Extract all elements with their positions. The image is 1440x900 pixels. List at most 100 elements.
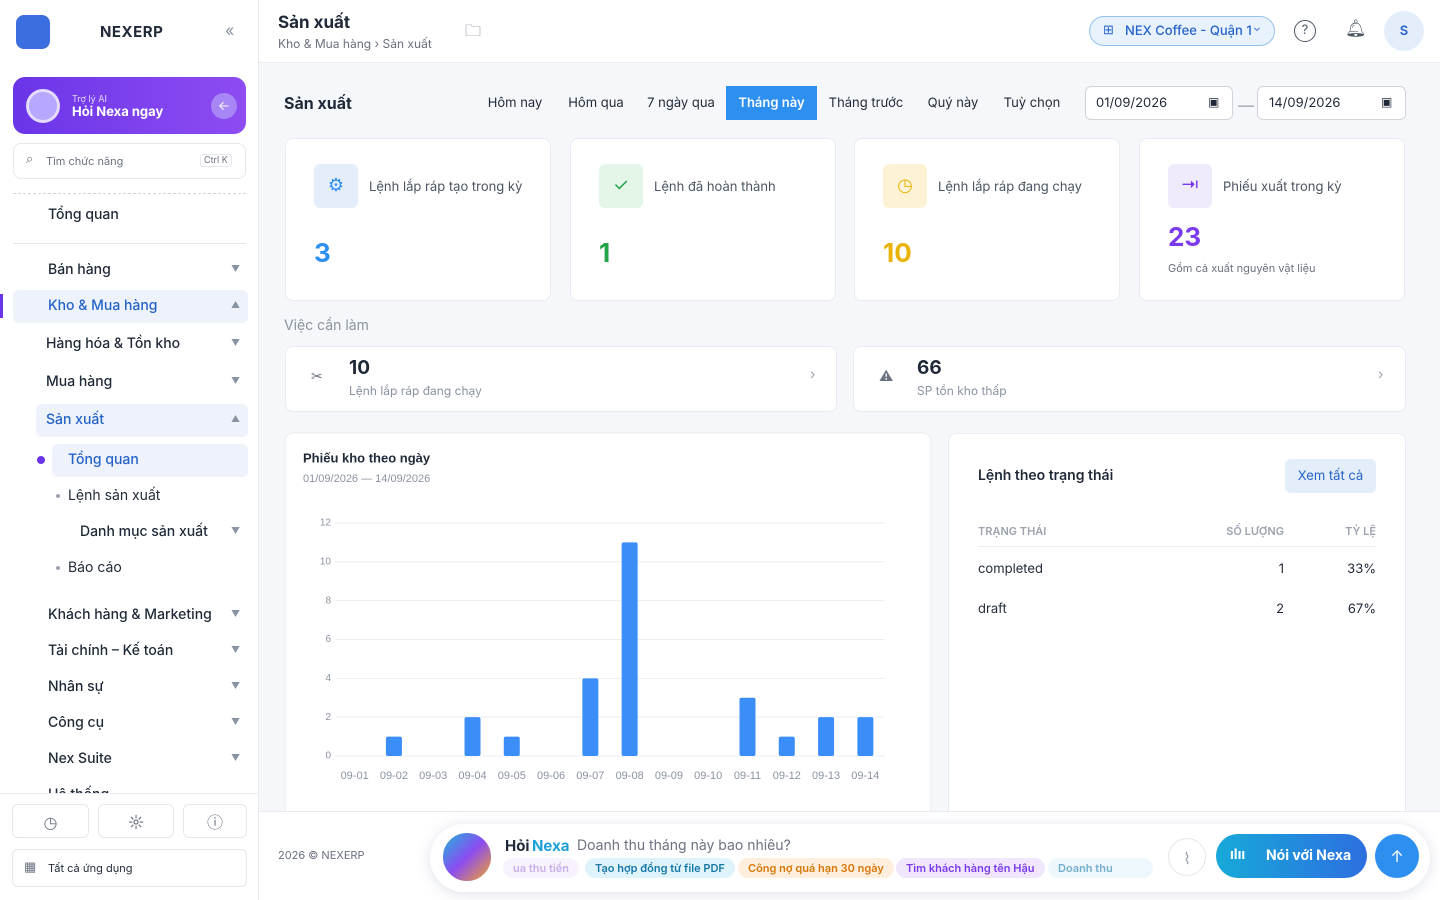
todo-card[interactable] <box>285 346 837 412</box>
table-rule <box>978 546 1376 547</box>
period-tab[interactable]: 7 ngày qua <box>647 95 715 111</box>
period-tab[interactable]: Tháng này <box>726 86 817 120</box>
voice-icon: ılıı <box>1230 846 1246 863</box>
stat-value: 23 <box>1168 222 1202 253</box>
nav-bullet <box>56 566 60 570</box>
todo-arrow: › <box>1378 366 1384 383</box>
x-tick-label: 09-08 <box>616 770 644 782</box>
nav-item[interactable]: Danh mục sản xuất <box>80 523 208 540</box>
nexa-avatar <box>440 830 494 884</box>
date-from[interactable] <box>1085 86 1233 120</box>
stat-label: Phiếu xuất trong kỳ <box>1223 179 1342 195</box>
todo-card[interactable] <box>853 346 1406 412</box>
send[interactable]: ↑ <box>1375 834 1419 878</box>
period-tab[interactable]: Hôm nay <box>487 95 543 111</box>
x-tick-label: 09-05 <box>498 770 526 782</box>
chart-card <box>284 432 932 824</box>
suggestion-chip[interactable]: ua thu tiền <box>503 858 579 878</box>
nav-caret: ▼ <box>231 609 241 620</box>
nav-item[interactable]: Nhân sự <box>48 678 104 695</box>
sidebar-bottom <box>0 793 258 900</box>
nav-dot <box>37 456 45 464</box>
nav-item[interactable]: Tài chính – Kế toán <box>48 642 174 659</box>
x-tick-label: 09-02 <box>380 770 408 782</box>
ai-cta: Hỏi Nexa ngay <box>72 104 164 120</box>
bar <box>385 736 402 756</box>
nav-item[interactable]: Khách hàng & Marketing <box>48 606 212 623</box>
todo-value: 10 <box>349 356 371 379</box>
period-tab[interactable]: Tuỳ chọn <box>1003 95 1061 111</box>
stat-label: Lệnh lắp ráp đang chạy <box>938 179 1082 195</box>
theme-btn[interactable]: ☼ <box>98 804 174 838</box>
nav-item[interactable]: Nex Suite <box>48 750 112 767</box>
header-title: Sản xuất <box>278 13 351 33</box>
stat-label: Lệnh đã hoàn thành <box>654 179 776 195</box>
x-tick-label: 09-06 <box>537 770 565 782</box>
prompt[interactable]: Doanh thu tháng này bao nhiêu? <box>577 837 791 854</box>
nav-item[interactable]: Tổng quan <box>48 206 119 223</box>
store-select[interactable] <box>1089 16 1275 46</box>
stat-value: 10 <box>883 238 912 269</box>
search[interactable] <box>13 143 246 179</box>
period-tab[interactable]: Tháng trước <box>828 95 904 111</box>
suggestion-chip[interactable]: Tạo hợp đồng từ file PDF <box>585 858 735 878</box>
collapse[interactable]: « <box>225 20 235 40</box>
avatar[interactable]: S <box>1384 11 1424 51</box>
notifications[interactable]: 🔔︎ <box>1345 19 1367 39</box>
stat-icon: ⇥ <box>1168 164 1212 208</box>
nav-item[interactable]: Báo cáo <box>68 559 122 576</box>
y-tick-label: 6 <box>325 634 331 645</box>
voice-btn[interactable] <box>1216 834 1367 878</box>
period-tab[interactable]: Quý này <box>927 95 979 111</box>
nav-caret: ▼ <box>231 338 241 349</box>
x-tick-label: 09-07 <box>576 770 604 782</box>
nav-caret: ▼ <box>231 681 241 692</box>
nav-caret: ▼ <box>231 753 241 764</box>
nav-item[interactable]: Bán hàng <box>48 261 111 278</box>
nav-item[interactable]: Sản xuất <box>46 411 105 428</box>
nav-item[interactable]: Lệnh sản xuất <box>68 487 161 504</box>
suggestion-chip[interactable]: Doanh thu tháng <box>1048 858 1153 878</box>
y-tick-label: 0 <box>325 751 331 762</box>
divider <box>13 243 246 244</box>
x-tick-label: 09-11 <box>734 770 761 782</box>
stat-card <box>570 138 836 301</box>
stat-card <box>285 138 551 301</box>
table-header: SỐ LƯỢNG <box>1226 524 1284 538</box>
period-tab[interactable]: Hôm qua <box>568 95 624 111</box>
page-title: Sản xuất <box>284 93 352 113</box>
folder-icon[interactable]: 🗀 <box>465 20 482 40</box>
nav-active-bg <box>36 404 248 437</box>
table-cell: draft <box>978 601 1007 617</box>
store-icon: ⊞ <box>1103 22 1114 38</box>
ask: Hỏi <box>505 836 530 855</box>
x-tick-label: 09-13 <box>812 770 840 782</box>
nav-item[interactable]: Mua hàng <box>46 373 113 390</box>
all-apps[interactable] <box>12 849 247 887</box>
todo-value: 66 <box>917 356 942 379</box>
nav-caret: ▲ <box>231 414 241 425</box>
table-cell: 1 <box>1278 561 1284 577</box>
x-tick-label: 09-01 <box>341 770 369 782</box>
nav-item[interactable]: Kho & Mua hàng <box>48 297 158 314</box>
nav-item[interactable]: Tổng quan <box>68 451 139 468</box>
nav-item[interactable]: Hàng hóa & Tồn kho <box>46 335 181 352</box>
table-cell: completed <box>978 561 1043 577</box>
suggestion-chip[interactable]: Công nợ quá hạn 30 ngày <box>738 858 894 878</box>
nav-item[interactable]: Công cụ <box>48 714 105 731</box>
table-cell: 67% <box>1347 601 1376 617</box>
attach[interactable]: ⌇ <box>1168 838 1206 876</box>
view-all[interactable]: Xem tất cả <box>1285 459 1376 493</box>
info-btn[interactable]: ⓘ <box>183 804 247 838</box>
date-to[interactable] <box>1257 86 1406 120</box>
y-tick-label: 4 <box>325 673 331 684</box>
store-name: NEX Coffee - Quận 1 <box>1125 23 1252 39</box>
todo-title: Việc cần làm <box>284 317 369 334</box>
ai-go[interactable]: ← <box>211 93 237 119</box>
stat-note: Gồm cả xuất nguyên vật liệu <box>1168 261 1316 275</box>
todo-label: Lệnh lắp ráp đang chạy <box>349 383 482 398</box>
history-btn[interactable]: ◷ <box>12 804 89 838</box>
suggestion-chip[interactable]: Tìm khách hàng tên Hậu <box>896 858 1045 878</box>
chart-subtitle: 01/09/2026 — 14/09/2026 <box>303 473 430 485</box>
help[interactable]: ? <box>1294 20 1316 42</box>
